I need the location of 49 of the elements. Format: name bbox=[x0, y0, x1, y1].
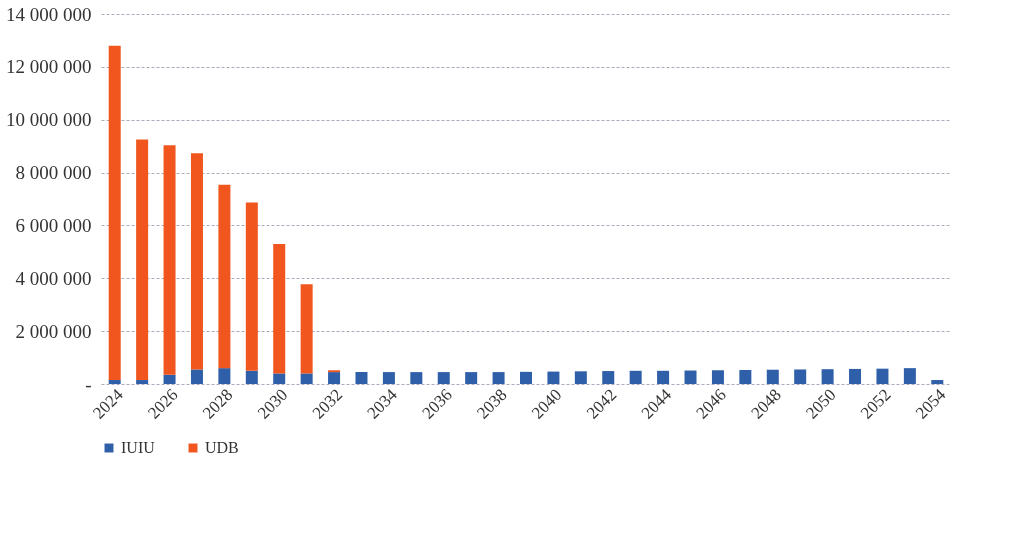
bar bbox=[136, 380, 149, 384]
bar bbox=[931, 380, 944, 384]
bar bbox=[766, 369, 779, 384]
bar bbox=[300, 373, 313, 384]
legend-label: IUIU bbox=[121, 439, 156, 456]
bar bbox=[163, 145, 176, 375]
bar bbox=[410, 372, 423, 384]
bar bbox=[190, 153, 203, 370]
y-tick-label: 10 000 000 bbox=[6, 109, 92, 131]
bar bbox=[876, 368, 889, 384]
bar bbox=[218, 184, 231, 369]
bar bbox=[547, 371, 560, 384]
bar bbox=[684, 370, 697, 384]
y-tick-label: 12 000 000 bbox=[6, 56, 92, 78]
bar bbox=[492, 372, 505, 384]
bar bbox=[739, 369, 752, 384]
y-tick-label: 14 000 000 bbox=[6, 3, 92, 25]
bar bbox=[355, 372, 368, 384]
bar bbox=[711, 370, 724, 384]
bar bbox=[273, 373, 286, 384]
bar bbox=[520, 371, 532, 384]
bar bbox=[245, 202, 258, 371]
bar bbox=[328, 372, 341, 384]
y-tick-label: 2 000 000 bbox=[15, 320, 92, 342]
y-tick-label: 4 000 000 bbox=[15, 267, 92, 289]
bar bbox=[273, 243, 286, 374]
bar bbox=[108, 45, 121, 381]
bar bbox=[849, 368, 862, 384]
bar bbox=[245, 370, 258, 384]
legend-label: UDB bbox=[205, 439, 239, 456]
bar bbox=[108, 380, 121, 384]
bar bbox=[903, 368, 916, 384]
bar bbox=[657, 370, 670, 384]
bar bbox=[136, 139, 149, 381]
bar bbox=[465, 372, 478, 384]
y-tick-label: 6 000 000 bbox=[15, 214, 92, 236]
bar bbox=[300, 284, 313, 374]
bar bbox=[574, 371, 587, 384]
bar bbox=[821, 369, 834, 384]
bar bbox=[794, 369, 807, 384]
bar bbox=[629, 370, 642, 384]
bar bbox=[190, 369, 203, 384]
bar bbox=[437, 372, 450, 384]
y-tick-label: - bbox=[85, 373, 92, 395]
bar bbox=[218, 368, 231, 384]
bar bbox=[382, 372, 395, 384]
bar bbox=[163, 374, 176, 384]
y-tick-label: 8 000 000 bbox=[15, 162, 92, 184]
bar bbox=[602, 371, 615, 384]
